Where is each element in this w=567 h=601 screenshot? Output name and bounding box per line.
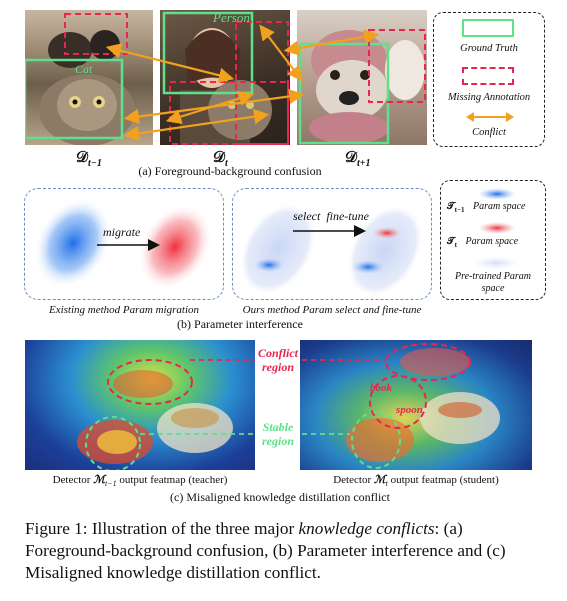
figure-caption: Figure 1: Illustration of the three majo… — [25, 518, 547, 584]
legend-cur-task-label: 𝒯t Param space — [447, 236, 519, 249]
legend-pretrained-swatch — [472, 256, 520, 270]
figure-caption-emphasis: knowledge conflicts — [298, 519, 435, 538]
caption-c-left: Detector ℳt−1 output featmap (teacher) — [52, 474, 228, 489]
select-fine-tune-label: select fine-tune — [293, 209, 369, 223]
figure-caption-suffix: : (a) Foreground-background confusion, (… — [25, 519, 506, 582]
legend-ground-truth-swatch — [462, 19, 514, 37]
frame-t-minus-1-label: 𝒟t−1 — [76, 150, 102, 169]
student-featmap-image: book spoon — [300, 340, 532, 470]
legend-pretrained-label: Pre-trained Param space — [454, 271, 531, 294]
student-heatmap-art — [346, 343, 500, 469]
caption-c-right: Detector ℳt output featmap (student) — [333, 474, 499, 489]
cat-box-label: Cat — [75, 62, 93, 76]
param-space-existing — [33, 197, 213, 291]
caption-b-right: Ours method Param select and fine-tune — [242, 304, 422, 316]
migrate-label: migrate — [103, 225, 141, 239]
conflict-region-label: Conflict region — [257, 346, 298, 374]
figure-caption-prefix: Figure 1: Illustration of the three majo… — [25, 519, 299, 538]
caption-b: (b) Parameter interference — [177, 317, 303, 331]
legend-cur-task-swatch — [478, 222, 516, 234]
legend-prev-task-swatch — [478, 188, 516, 200]
legend-conflict-arrow-icon — [466, 112, 514, 122]
legend-a: Ground Truth Missing Annotation Conflict — [433, 12, 545, 147]
legend-ground-truth-label: Ground Truth — [460, 43, 518, 54]
conflict-arrows — [105, 24, 380, 142]
student-tag-book: book — [370, 382, 392, 394]
frame-t-plus-1-label: 𝒟t+1 — [345, 150, 371, 169]
legend-b: 𝒯t−1 Param space 𝒯t Param space Pre-trai… — [440, 180, 546, 300]
student-tag-spoon: spoon — [396, 404, 423, 416]
param-box-existing: migrate — [24, 188, 224, 300]
region-connectors — [140, 359, 385, 435]
teacher-featmap-image — [25, 340, 255, 470]
teacher-heatmap-art — [77, 359, 233, 470]
frame-t-minus-1-art — [25, 13, 135, 145]
param-space-ours — [239, 202, 424, 298]
caption-c: (c) Misaligned knowledge distillation co… — [170, 490, 390, 504]
legend-missing-swatch — [462, 67, 514, 85]
legend-prev-task-label: 𝒯t−1 Param space — [447, 201, 526, 214]
caption-a: (a) Foreground-background confusion — [138, 164, 322, 178]
conflict-arrow-lines — [105, 24, 380, 142]
param-box-ours: select fine-tune — [232, 188, 432, 300]
legend-conflict-label: Conflict — [472, 127, 506, 138]
frame-t-plus-1-art — [298, 29, 426, 145]
person-box-label: Person — [213, 10, 250, 25]
stable-region-label: Stable region — [261, 420, 294, 448]
legend-missing-label: Missing Annotation — [447, 92, 531, 103]
frame-t-label: 𝒟t — [213, 150, 228, 169]
caption-b-left: Existing method Param migration — [48, 304, 200, 316]
